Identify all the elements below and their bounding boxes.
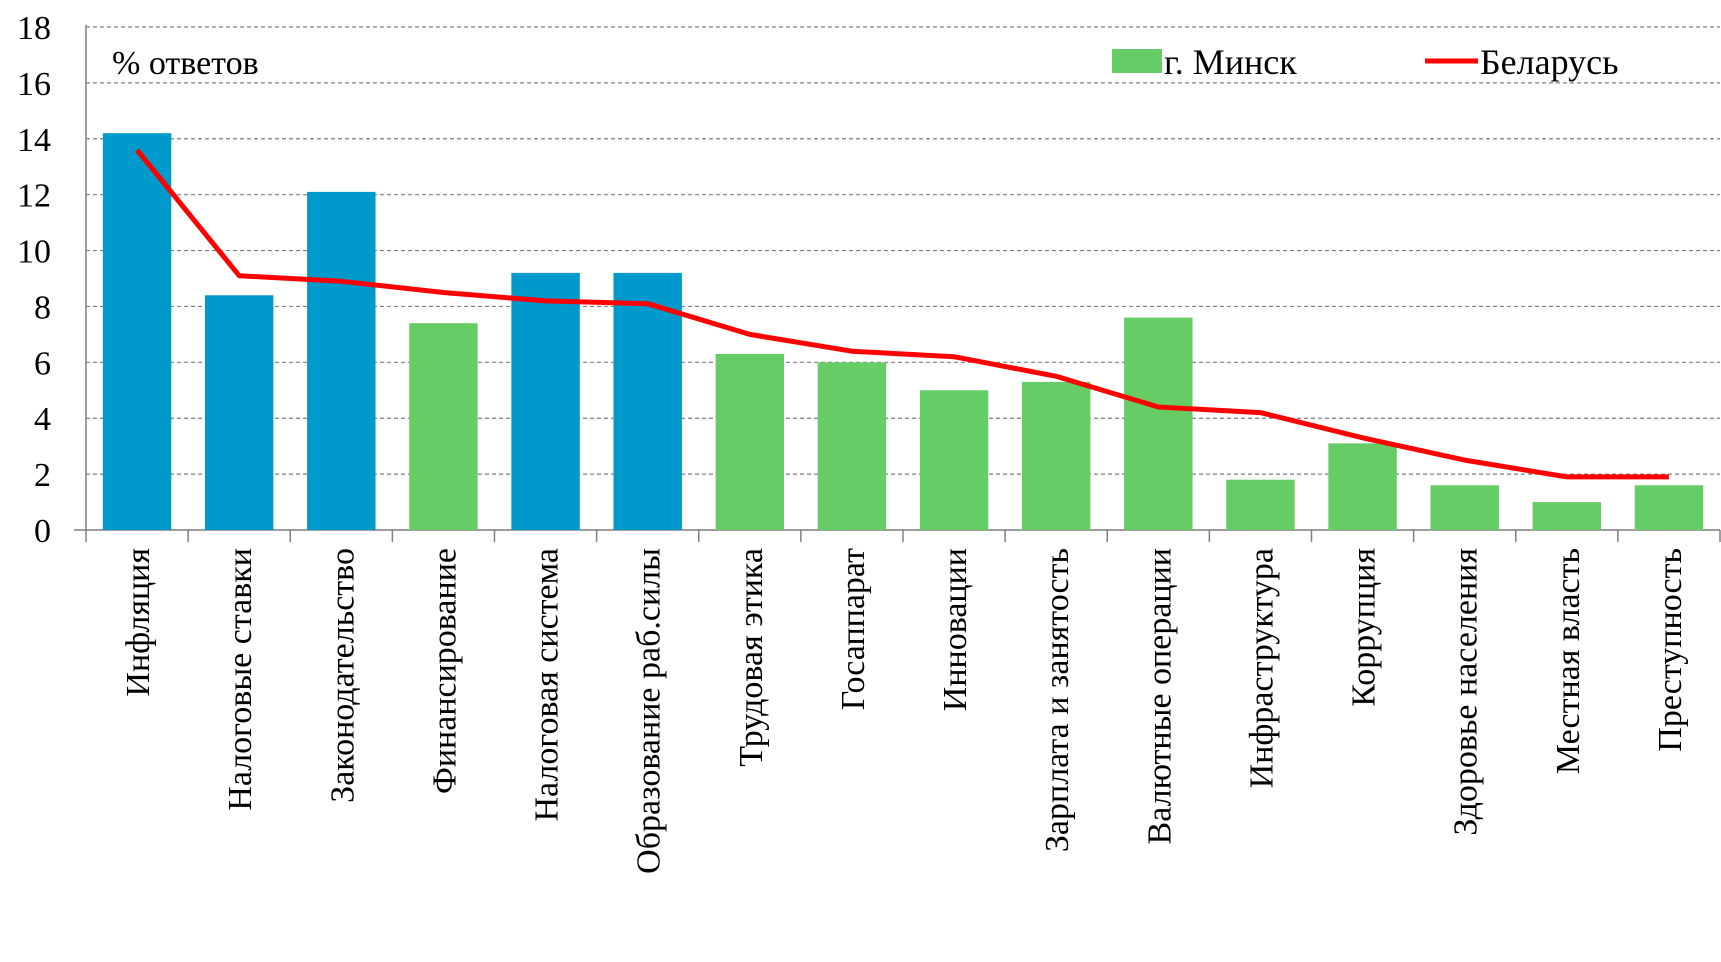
x-category-label: Здоровье населения [1448, 548, 1485, 836]
y-tick-label: 10 [17, 234, 51, 271]
x-category-label: Трудовая этика [733, 548, 770, 767]
y-tick-label: 14 [17, 122, 51, 159]
x-category-label: Налоговая система [529, 548, 566, 822]
x-category-label: Инновации [937, 548, 974, 711]
legend-swatch-bar [1112, 49, 1162, 73]
legend-label-line: Беларусь [1480, 42, 1619, 82]
bar-2 [204, 295, 274, 530]
x-category-labels: Инфляция Налоговые ставки Законодательство… [120, 548, 1689, 874]
bar-7 [715, 353, 785, 530]
y-tick-labels: 0 2 4 6 8 10 12 14 16 18 [17, 10, 51, 550]
y-tick-label: 8 [34, 289, 51, 326]
x-category-label: Местная власть [1550, 548, 1587, 774]
bar-8 [817, 362, 887, 530]
bar-13 [1328, 443, 1397, 530]
x-category-label: Налоговые ставки [222, 548, 259, 811]
x-category-label: Инфляция [120, 548, 157, 697]
legend-label-bar: г. Минск [1164, 42, 1297, 82]
bar-5 [511, 272, 580, 530]
line-belarus [135, 148, 1669, 480]
bar-15 [1532, 502, 1602, 530]
bar-10 [1021, 381, 1091, 530]
line-series [135, 148, 1669, 480]
bar-12 [1226, 479, 1295, 530]
bar-1 [102, 133, 172, 530]
bar-14 [1430, 485, 1499, 530]
x-category-label: Законодательство [324, 548, 361, 803]
bar-4 [409, 323, 478, 530]
y-tick-label: 0 [34, 513, 51, 550]
y-tick-label: 2 [34, 457, 51, 494]
x-category-label: Зарплата и занятость [1039, 548, 1076, 852]
gridlines [86, 26, 1720, 475]
y-tick-label: 16 [17, 66, 51, 103]
y-tick-label: 12 [17, 178, 51, 215]
bar-11 [1124, 317, 1193, 530]
legend: г. Минск Беларусь [1112, 42, 1619, 82]
x-category-label: Образование раб.силы [631, 548, 668, 874]
bars [102, 133, 1704, 530]
x-category-label: Валютные операции [1141, 548, 1178, 844]
x-category-label: Финансирование [426, 548, 463, 794]
bar-9 [919, 390, 989, 530]
bar-16 [1634, 485, 1704, 530]
y-tick-label: 6 [34, 345, 51, 382]
y-tick-label: 4 [34, 401, 51, 438]
x-category-label: Преступность [1652, 548, 1689, 752]
x-category-label: Госаппарат [835, 548, 872, 710]
y-tick-label: 18 [17, 10, 51, 47]
y-unit-label: % ответов [112, 45, 259, 82]
bar-3 [307, 191, 376, 530]
bar-6 [613, 272, 682, 530]
x-category-label: Коррупция [1346, 548, 1383, 707]
x-category-label: Инфраструктура [1243, 548, 1280, 788]
